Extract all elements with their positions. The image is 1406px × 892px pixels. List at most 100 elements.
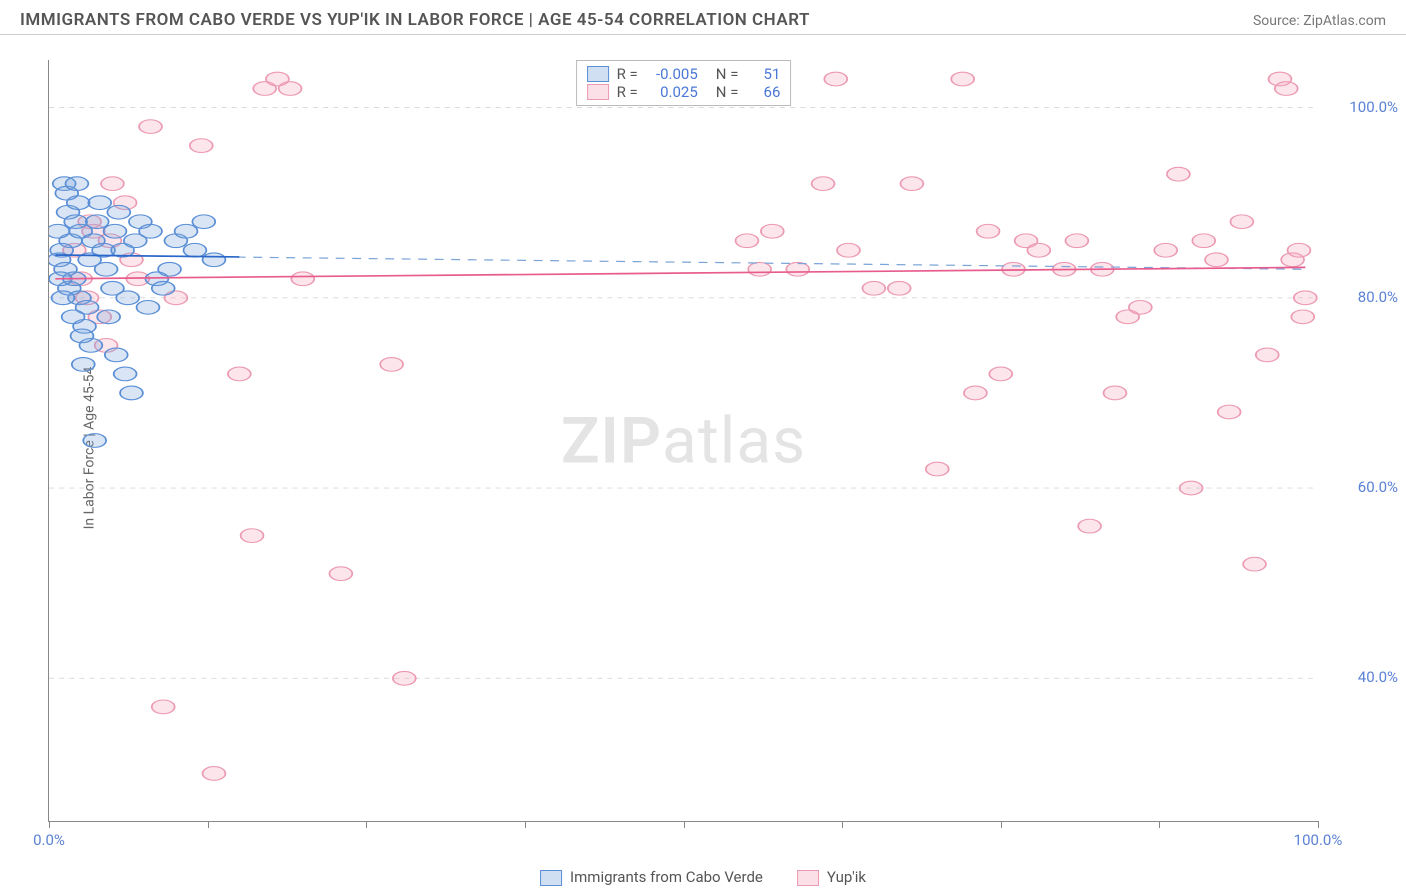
data-point xyxy=(241,529,264,543)
data-point xyxy=(62,310,85,324)
data-point xyxy=(1192,234,1215,248)
data-point xyxy=(837,243,860,257)
data-point xyxy=(1065,234,1088,248)
chart-title: IMMIGRANTS FROM CABO VERDE VS YUP'IK IN … xyxy=(20,10,810,30)
data-point xyxy=(964,386,987,400)
data-point xyxy=(152,700,175,714)
data-point xyxy=(1129,300,1152,314)
y-tick-label: 60.0% xyxy=(1328,478,1398,496)
x-tick-mark xyxy=(366,821,367,828)
data-point xyxy=(105,348,128,362)
data-point xyxy=(1027,243,1050,257)
data-point xyxy=(184,243,207,257)
data-point xyxy=(1294,291,1317,305)
data-point xyxy=(116,291,139,305)
data-point xyxy=(192,215,215,229)
y-tick-label: 40.0% xyxy=(1328,668,1398,686)
plot-region: ZIPatlas R = -0.005 N = 51 R = 0.025 N =… xyxy=(48,60,1318,822)
data-point xyxy=(824,72,847,86)
legend-label: Immigrants from Cabo Verde xyxy=(570,868,763,886)
data-point xyxy=(65,177,88,191)
data-point xyxy=(1288,243,1311,257)
data-point xyxy=(158,262,181,276)
trend-line xyxy=(55,255,1305,269)
chart-area: In Labor Force | Age 45-54 ZIPatlas R = … xyxy=(0,44,1406,852)
x-tick-mark xyxy=(1318,821,1319,828)
chart-header: IMMIGRANTS FROM CABO VERDE VS YUP'IK IN … xyxy=(0,0,1406,35)
data-point xyxy=(1154,243,1177,257)
data-point xyxy=(203,767,226,781)
series-legend: Immigrants from Cabo Verde Yup'ik xyxy=(540,868,866,886)
data-point xyxy=(748,262,771,276)
source-label: Source: xyxy=(1253,13,1303,29)
data-point xyxy=(862,281,885,295)
data-point xyxy=(228,367,251,381)
data-point xyxy=(139,224,162,238)
data-point xyxy=(190,139,213,153)
data-point xyxy=(137,300,160,314)
data-point xyxy=(1205,253,1228,267)
data-point xyxy=(104,224,127,238)
data-point xyxy=(279,82,302,96)
data-point xyxy=(120,386,143,400)
data-point xyxy=(175,224,198,238)
data-point xyxy=(71,329,94,343)
data-point xyxy=(951,72,974,86)
data-point xyxy=(989,367,1012,381)
data-point xyxy=(95,262,118,276)
data-point xyxy=(97,310,120,324)
data-point xyxy=(977,224,1000,238)
data-point xyxy=(52,291,75,305)
data-point xyxy=(1180,481,1203,495)
data-point xyxy=(900,177,923,191)
scatter-svg xyxy=(49,60,1318,821)
legend-label: Yup'ik xyxy=(827,868,866,886)
data-point xyxy=(1275,82,1298,96)
data-point xyxy=(329,567,352,581)
legend-swatch xyxy=(540,870,562,886)
x-tick-mark xyxy=(208,821,209,828)
data-point xyxy=(1256,348,1279,362)
data-point xyxy=(152,281,175,295)
data-point xyxy=(786,262,809,276)
x-tick-label: 100.0% xyxy=(1294,831,1343,849)
legend-item: Immigrants from Cabo Verde xyxy=(540,868,763,886)
data-point xyxy=(888,281,911,295)
x-tick-mark xyxy=(525,821,526,828)
source-name: ZipAtlas.com xyxy=(1303,13,1386,29)
x-tick-label: 0.0% xyxy=(33,831,65,849)
data-point xyxy=(1230,215,1253,229)
data-point xyxy=(101,177,124,191)
data-point xyxy=(393,671,416,685)
x-tick-mark xyxy=(1159,821,1160,828)
x-tick-mark xyxy=(1001,821,1002,828)
data-point xyxy=(1218,405,1241,419)
legend-swatch xyxy=(797,870,819,886)
data-point xyxy=(926,462,949,476)
data-point xyxy=(1243,557,1266,571)
data-point xyxy=(1078,519,1101,533)
data-point xyxy=(1104,386,1127,400)
data-point xyxy=(107,205,130,219)
data-point xyxy=(114,367,137,381)
x-tick-mark xyxy=(842,821,843,828)
data-point xyxy=(86,215,109,229)
data-point xyxy=(83,434,106,448)
data-point xyxy=(1291,310,1314,324)
data-point xyxy=(1167,167,1190,181)
data-point xyxy=(291,272,314,286)
source-attribution: Source: ZipAtlas.com xyxy=(1253,13,1386,29)
legend-item: Yup'ik xyxy=(797,868,866,886)
data-point xyxy=(761,224,784,238)
y-tick-label: 100.0% xyxy=(1328,98,1398,116)
data-point xyxy=(139,120,162,134)
y-tick-label: 80.0% xyxy=(1328,288,1398,306)
data-point xyxy=(736,234,759,248)
x-tick-mark xyxy=(49,821,50,828)
x-tick-mark xyxy=(684,821,685,828)
data-point xyxy=(49,224,69,238)
data-point xyxy=(380,358,403,372)
data-point xyxy=(88,196,111,210)
data-point xyxy=(72,358,95,372)
data-point xyxy=(203,253,226,267)
